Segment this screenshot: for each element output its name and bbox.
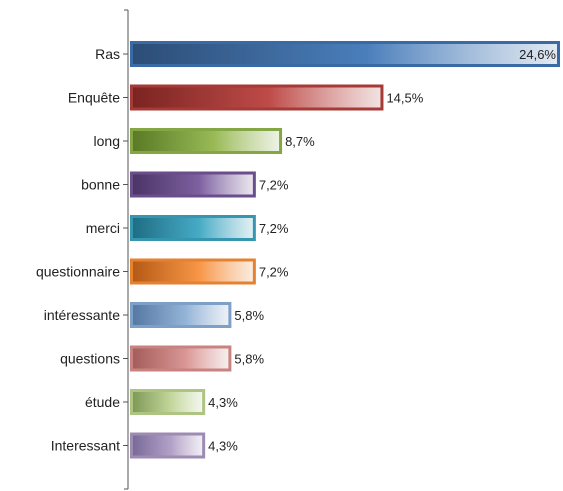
data-label: 7,2% bbox=[259, 265, 289, 280]
y-axis bbox=[123, 9, 129, 490]
category-label: merci bbox=[86, 220, 120, 236]
data-label: 5,8% bbox=[234, 352, 264, 367]
category-label: intéressante bbox=[44, 307, 120, 323]
bar bbox=[133, 44, 557, 64]
bar bbox=[133, 348, 229, 369]
bar bbox=[133, 261, 253, 282]
data-label: 24,6% bbox=[519, 47, 556, 62]
category-labels: Ras Enquête long bonne merci questionnaire int… bbox=[36, 46, 120, 454]
value-labels: 24,6% 14,5% 8,7% 7,2% 7,2% 7,2% 5,8% 5,8% 4,3% 4,… bbox=[208, 47, 556, 454]
category-label: questions bbox=[60, 351, 120, 367]
bar bbox=[133, 87, 381, 108]
bar bbox=[133, 392, 203, 412]
data-label: 4,3% bbox=[208, 439, 238, 454]
category-label: étude bbox=[85, 394, 120, 410]
category-label: bonne bbox=[81, 177, 120, 193]
bar bbox=[133, 218, 253, 238]
data-label: 5,8% bbox=[234, 308, 264, 323]
data-label: 7,2% bbox=[259, 221, 289, 236]
data-label: 7,2% bbox=[259, 178, 289, 193]
category-label: long bbox=[94, 133, 120, 149]
category-label: Interessant bbox=[51, 438, 120, 454]
data-label: 4,3% bbox=[208, 395, 238, 410]
category-label: Ras bbox=[95, 46, 120, 62]
bar bbox=[133, 131, 280, 151]
data-label: 14,5% bbox=[386, 91, 423, 106]
category-label: questionnaire bbox=[36, 264, 120, 280]
bar bbox=[133, 435, 203, 456]
data-label: 8,7% bbox=[285, 134, 315, 149]
bars bbox=[130, 41, 560, 459]
category-label: Enquête bbox=[68, 90, 120, 106]
bar bbox=[133, 174, 253, 195]
bar bbox=[133, 305, 229, 325]
